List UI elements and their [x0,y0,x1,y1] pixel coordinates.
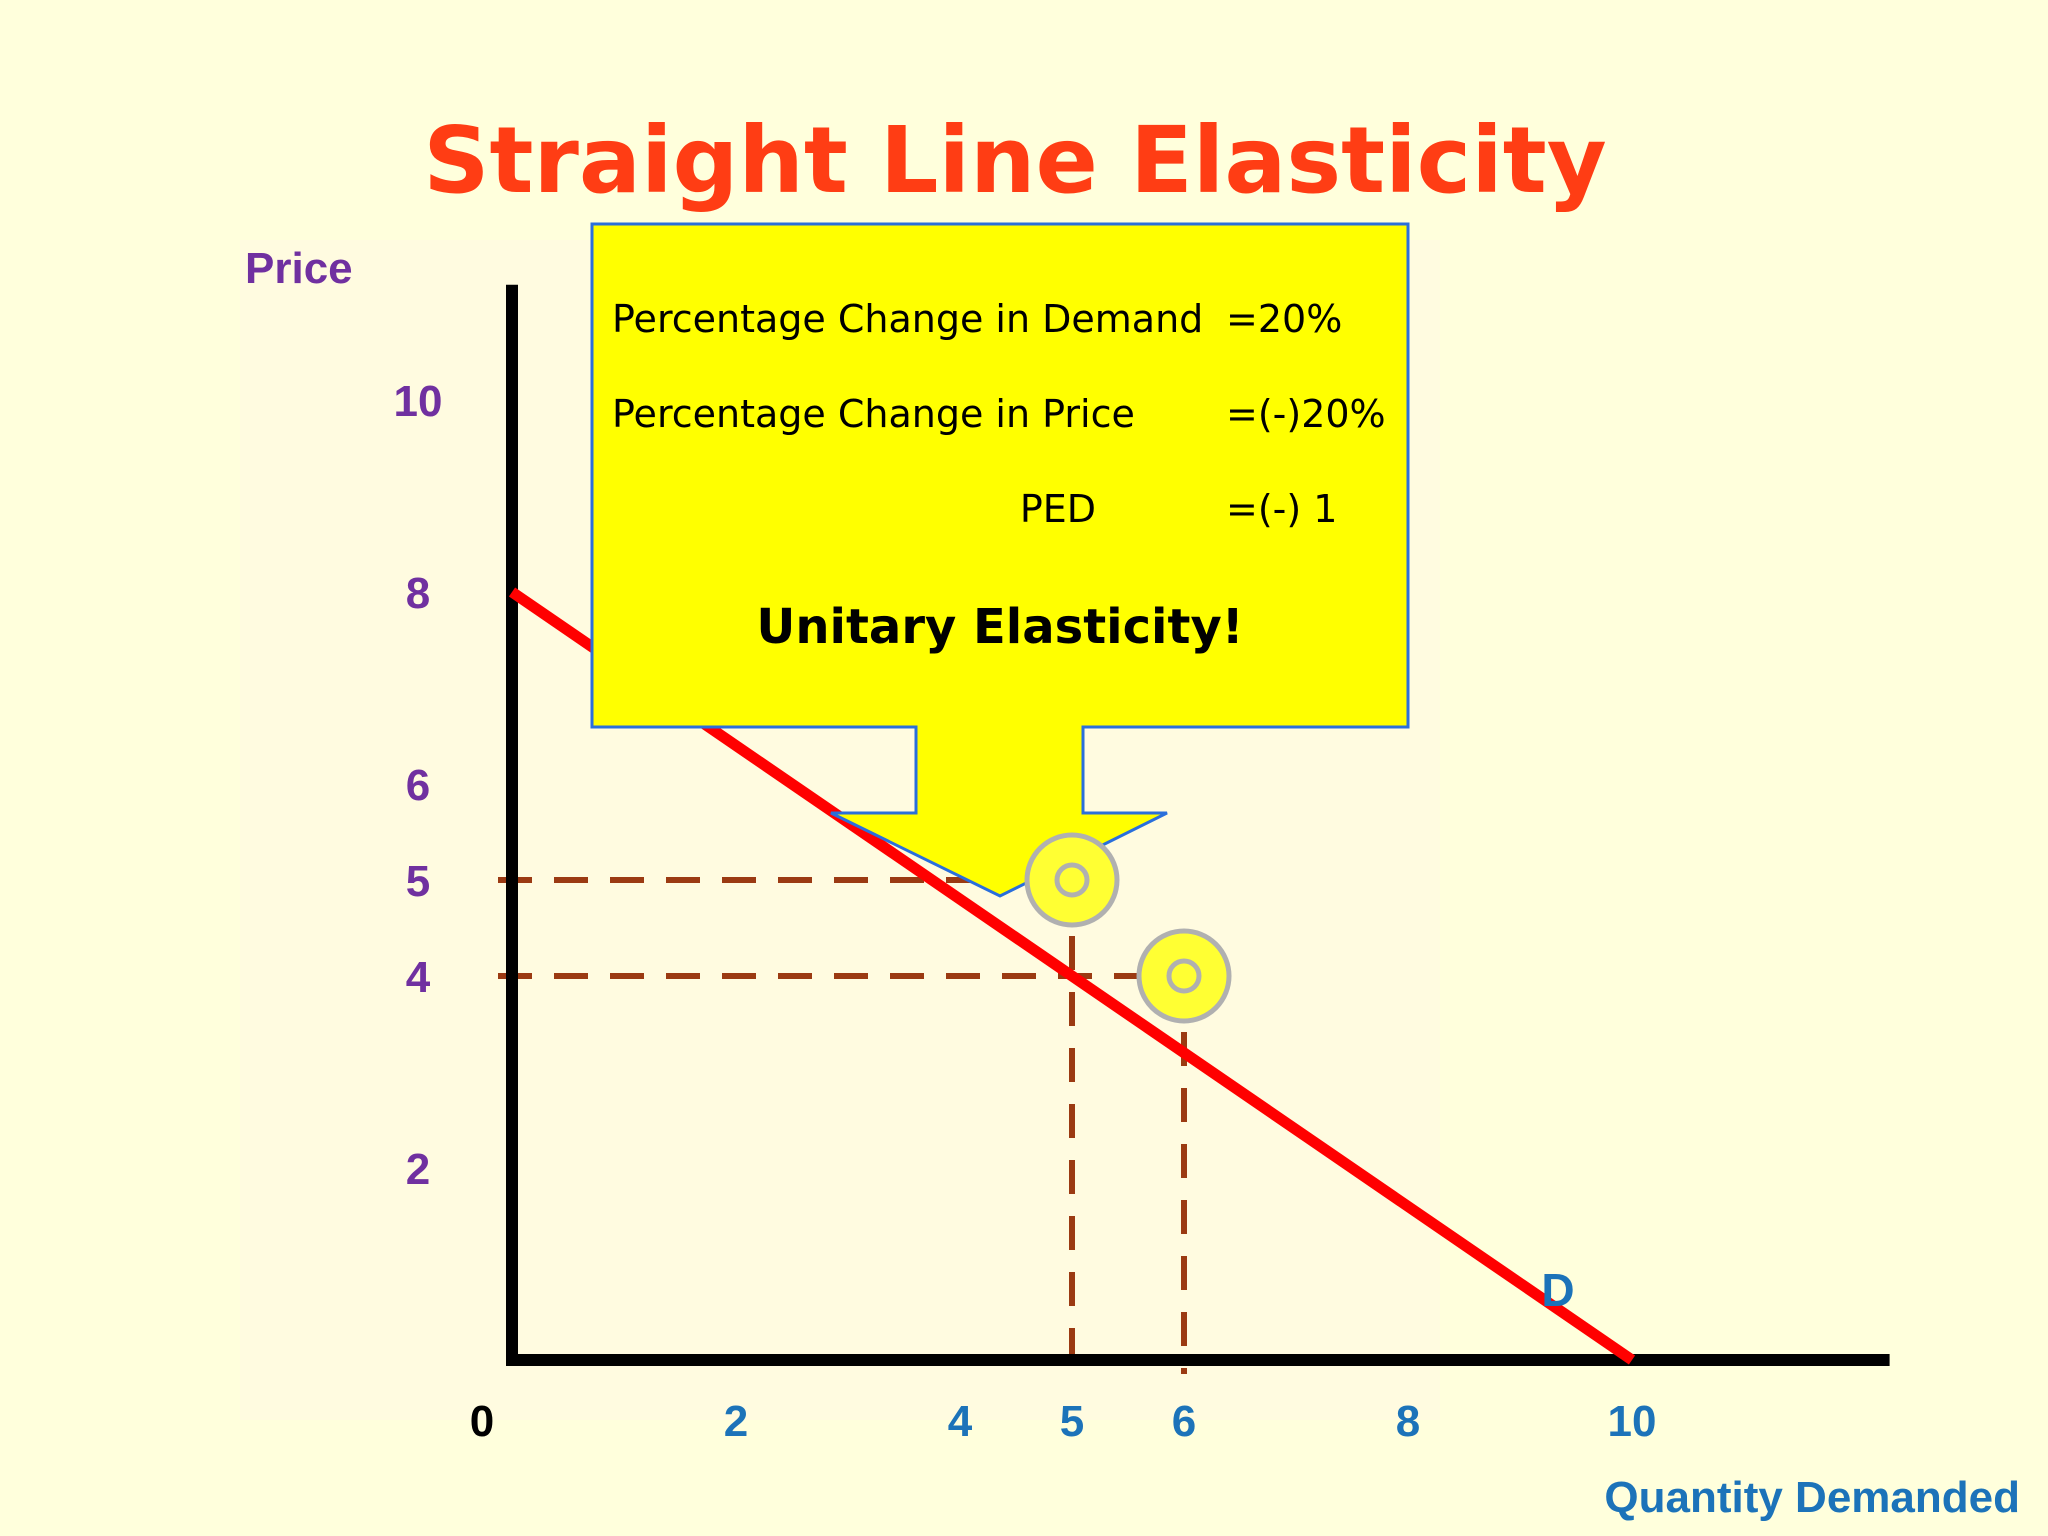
x-tick-label: 10 [1608,1397,1657,1446]
series-label: D [1541,1264,1574,1316]
y-tick-label: 5 [406,857,430,906]
y-tick-label: 2 [406,1145,430,1194]
x-tick-label: 8 [1396,1397,1420,1446]
callout-row-value: =(-) 1 [1226,487,1337,531]
y-tick-label: 8 [406,569,430,618]
highlight-point-2 [1136,928,1232,1024]
x-tick-label: 6 [1172,1397,1196,1446]
callout-row-value: =20% [1226,297,1342,341]
callout-row-value: =(-)20% [1226,392,1386,436]
y-tick-label: 10 [394,377,443,426]
origin-label: 0 [470,1397,494,1446]
axes [506,284,1890,1366]
callout-row-label: Percentage Change in Price [612,392,1135,436]
chart-title: Straight Line Elasticity [423,107,1606,214]
x-tick-label: 4 [948,1397,973,1446]
x-axis-title: Quantity Demanded [1604,1473,2020,1522]
callout-box: Percentage Change in Demand =20% Percentag… [590,222,1410,898]
x-tick-label: 5 [1060,1397,1084,1446]
callout-row-label: PED [1020,487,1096,531]
y-tick-label: 6 [406,761,430,810]
highlight-point-1 [1024,832,1120,928]
callout-conclusion: Unitary Elasticity! [756,599,1243,655]
highlight-point-center-2 [1166,958,1202,994]
callout-row-label: Percentage Change in Demand [612,297,1203,341]
highlight-points [1024,832,1232,1024]
highlight-point-center-1 [1054,862,1090,898]
y-tick-label: 4 [406,953,431,1002]
tick-labels: 2 4 5 6 8 10 10 8 6 5 4 2 [394,377,1657,1446]
y-axis-title: Price [245,244,353,293]
x-tick-label: 2 [724,1397,748,1446]
